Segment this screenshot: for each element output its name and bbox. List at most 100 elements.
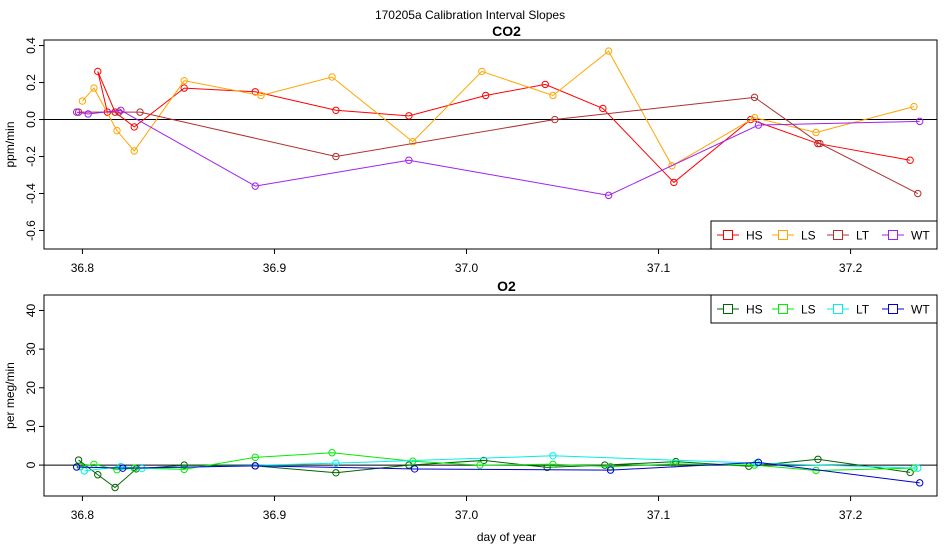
- o2-legend-entry-hs: HS: [717, 303, 763, 317]
- co2-hs-point: [405, 112, 413, 120]
- o2-hs-point: [332, 469, 340, 477]
- co2-lt-point: [115, 108, 123, 116]
- o2-y-tick-label: 40: [24, 303, 38, 317]
- co2-ls-point: [478, 67, 486, 76]
- co2-y-tick-label: 0.4: [24, 37, 38, 54]
- co2-x-tick-label: 37.2: [839, 261, 863, 275]
- o2-ls-point: [180, 465, 188, 474]
- co2-y-tick-label: 0.2: [24, 74, 38, 91]
- co2-ls-point: [910, 102, 918, 111]
- co2-lt-point: [332, 152, 340, 161]
- figure-title: 170205a Calibration Interval Slopes: [375, 8, 565, 22]
- o2-legend-swatch-marker: [888, 304, 898, 314]
- co2-ls-point: [78, 97, 87, 105]
- co2-plot-frame: [43, 39, 938, 250]
- co2-ls-point: [130, 147, 138, 155]
- o2-plot-frame: [43, 294, 938, 497]
- co2-hs-point: [814, 139, 822, 148]
- o2-ls-point: [90, 460, 98, 469]
- o2-ls-point: [812, 466, 820, 475]
- co2-ls-point: [812, 128, 820, 137]
- o2-hs-point: [74, 456, 83, 464]
- co2-wt-point: [251, 182, 259, 190]
- o2-wt-point: [410, 465, 419, 473]
- o2-wt-point: [72, 463, 81, 471]
- o2-hs-point: [180, 461, 188, 469]
- co2-hs-point: [332, 106, 340, 114]
- o2-lt-line: [84, 455, 918, 472]
- o2-ls-point: [409, 457, 417, 465]
- o2-hs-line: [78, 458, 911, 489]
- co2-hs-point: [747, 115, 755, 124]
- o2-wt-point: [916, 479, 924, 487]
- co2-ls-point: [328, 73, 336, 81]
- o2-hs-point: [672, 457, 680, 466]
- co2-ls-point: [90, 84, 98, 92]
- o2-series-hs: [74, 455, 914, 492]
- o2-x-tick-label: 37.1: [647, 508, 671, 522]
- o2-wt-point: [606, 466, 615, 474]
- o2-ls-point: [549, 460, 557, 469]
- o2-hs-point: [906, 468, 914, 477]
- co2-x-tick-label: 36.9: [263, 261, 287, 275]
- co2-hs-point: [599, 104, 607, 113]
- o2-legend-entry-ls: LS: [772, 303, 816, 317]
- o2-legend-label: LT: [856, 303, 870, 317]
- o2-hs-point: [480, 456, 488, 465]
- o2-legend-swatch-marker: [833, 304, 843, 314]
- co2-ls-point: [549, 91, 557, 100]
- o2-legend-label: WT: [911, 303, 930, 317]
- co2-ls-point: [668, 162, 676, 170]
- co2-hs-point: [130, 123, 138, 131]
- co2-legend-entry-lt: LT: [827, 229, 870, 243]
- co2-ls-point: [750, 113, 759, 122]
- o2-x-tick-label: 37.0: [455, 508, 479, 522]
- co2-legend-entry-hs: HS: [717, 229, 763, 243]
- o2-lt-point: [80, 467, 89, 475]
- o2-wt-point: [119, 464, 127, 472]
- o2-legend-label: LS: [801, 303, 816, 317]
- co2-wt-point: [604, 191, 613, 200]
- o2-x-tick-label: 36.9: [263, 508, 287, 522]
- co2-hs-point: [906, 156, 914, 164]
- co2-hs-point: [670, 178, 678, 187]
- o2-ls-point: [670, 460, 678, 468]
- co2-legend-entry-ls: LS: [772, 229, 816, 243]
- co2-x-tick-label: 37.0: [455, 261, 479, 275]
- o2-legend: HS LS LT WT: [710, 294, 938, 324]
- co2-lt-point: [750, 93, 759, 102]
- co2-wt-point: [117, 106, 125, 114]
- o2-series-wt: [72, 458, 924, 487]
- co2-wt-point: [916, 117, 924, 126]
- o2-panel-title: O2: [497, 278, 516, 294]
- o2-lt-point: [138, 464, 146, 473]
- co2-ls-line: [82, 50, 915, 167]
- co2-legend-swatch-marker: [723, 230, 733, 240]
- co2-ls-point: [180, 76, 188, 85]
- co2-series-ls: [78, 47, 918, 170]
- o2-legend-swatch-marker: [778, 304, 788, 314]
- co2-hs-point: [541, 80, 549, 89]
- o2-y-tick-label: 20: [24, 381, 38, 395]
- co2-series-lt: [74, 93, 922, 198]
- co2-y-tick-label: -0.6: [24, 220, 38, 241]
- o2-hs-point: [94, 471, 102, 479]
- o2-series-lt: [80, 452, 922, 475]
- co2-wt-point: [84, 110, 92, 118]
- o2-x-tick-label: 36.8: [71, 508, 95, 522]
- o2-y-tick-label: 10: [24, 419, 38, 433]
- co2-x-tick-label: 37.1: [647, 261, 671, 275]
- o2-lt-point: [117, 462, 125, 471]
- co2-legend-label: WT: [911, 229, 930, 243]
- co2-panel: CO2 ppm/min -0.6 -0.4 -0.2 0.0 0.2 0.4 36.8 36.9 3…: [3, 23, 938, 275]
- co2-series-wt: [72, 106, 924, 200]
- co2-hs-point: [481, 91, 490, 100]
- o2-legend-swatch-marker: [723, 304, 733, 314]
- co2-legend-swatch-marker: [778, 230, 788, 240]
- co2-wt-point: [72, 108, 81, 116]
- co2-ls-point: [409, 138, 417, 146]
- o2-hs-point: [814, 455, 822, 463]
- o2-lt-point: [332, 459, 340, 467]
- o2-y-axis-label: per meg/min: [3, 362, 17, 429]
